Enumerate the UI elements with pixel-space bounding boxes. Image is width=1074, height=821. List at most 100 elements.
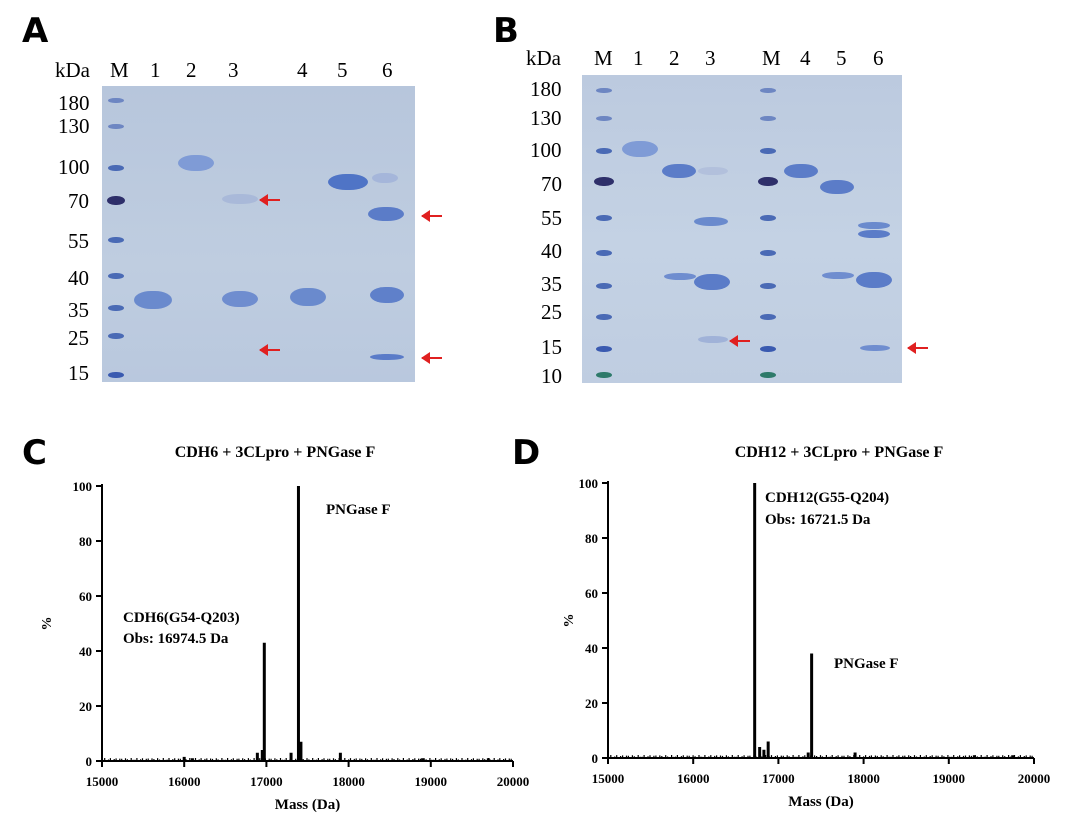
gel-b-ladder-label: 100 <box>530 138 562 162</box>
y-tick-label: 0 <box>592 751 599 766</box>
marker-band <box>596 314 612 320</box>
protein-band <box>784 164 818 178</box>
panel-letter-d: D <box>512 433 541 473</box>
protein-band <box>662 164 696 178</box>
gel-a-ladder-label: 35 <box>68 298 89 322</box>
x-axis-label: Mass (Da) <box>788 794 853 810</box>
gel-a-lane-label: 3 <box>228 58 239 82</box>
peak-annotation: CDH6(G54-Q203) <box>123 610 240 626</box>
protein-band <box>622 141 658 157</box>
marker-band <box>596 215 612 221</box>
y-tick-label: 60 <box>79 589 92 604</box>
protein-band <box>694 217 728 226</box>
gel-b-lane-label: 6 <box>873 46 884 70</box>
marker-band <box>760 283 776 289</box>
gel-a-ladder-label: 130 <box>58 114 90 138</box>
gel-a-lane-label: 1 <box>150 58 161 82</box>
red-arrow-icon <box>729 335 750 347</box>
x-tick-label: 17000 <box>250 774 283 789</box>
protein-band <box>858 222 890 229</box>
marker-band <box>596 250 612 256</box>
protein-band <box>370 287 404 303</box>
marker-band <box>760 314 776 320</box>
protein-band <box>368 207 404 221</box>
x-tick-label: 16000 <box>677 771 710 786</box>
protein-band <box>698 336 728 343</box>
gel-a-lane-label: 2 <box>186 58 197 82</box>
peak-annotation: CDH12(G55-Q204) <box>765 490 889 506</box>
baseline-noise <box>608 755 1033 758</box>
gel-a-ladder-label: 15 <box>68 361 89 385</box>
marker-band <box>108 165 124 171</box>
gel-a-ladder-label: 70 <box>68 189 89 213</box>
marker-band <box>760 372 776 378</box>
gel-b-ladder-label: 130 <box>530 106 562 130</box>
gel-a-ladder-label: 180 <box>58 91 90 115</box>
x-tick-label: 15000 <box>592 771 625 786</box>
gel-a-lane-label: 4 <box>297 58 308 82</box>
chart-title: CDH12 + 3CLpro + PNGase F <box>735 444 944 461</box>
gel-b-lane-label: 5 <box>836 46 847 70</box>
panel-letter-c: C <box>22 433 47 473</box>
gel-b-ladder-label: 15 <box>541 335 562 359</box>
protein-band <box>222 194 258 204</box>
y-tick-label: 0 <box>86 754 93 769</box>
marker-band <box>108 305 124 311</box>
y-tick-label: 80 <box>79 534 92 549</box>
protein-band <box>134 291 172 309</box>
peak-annotation: Obs: 16974.5 Da <box>123 631 229 647</box>
protein-band <box>860 345 890 351</box>
gel-b-ladder-label: 25 <box>541 300 562 324</box>
protein-band <box>858 230 890 238</box>
gel-b-ladder-label: 180 <box>530 77 562 101</box>
gel-b-lane-label: M <box>594 46 613 70</box>
marker-band <box>108 273 124 279</box>
gel-a-lane-label: M <box>110 58 129 82</box>
red-arrow-icon <box>259 344 280 356</box>
gel-a-ladder-label: 100 <box>58 155 90 179</box>
gel-b-ladder-label: 40 <box>541 239 562 263</box>
y-tick-label: 80 <box>585 531 598 546</box>
marker-band <box>596 88 612 93</box>
x-tick-label: 18000 <box>847 771 880 786</box>
gel-b-ladder-label: 10 <box>541 364 562 388</box>
gel-b-ladder-label: 55 <box>541 206 562 230</box>
peak-annotation: Obs: 16721.5 Da <box>765 512 871 528</box>
gel-b-lane-label: 3 <box>705 46 716 70</box>
x-tick-label: 19000 <box>415 774 448 789</box>
protein-band <box>222 291 258 307</box>
protein-band <box>372 173 398 183</box>
gel-a-ladder-label: 40 <box>68 266 89 290</box>
protein-band <box>820 180 854 194</box>
y-tick-label: 100 <box>73 479 93 494</box>
gel-b-ladder-label: 35 <box>541 272 562 296</box>
gel-image-a <box>102 86 415 382</box>
marker-band <box>596 283 612 289</box>
marker-band <box>596 372 612 378</box>
gel-b-ladder-label: 70 <box>541 172 562 196</box>
y-axis-label: % <box>40 617 55 631</box>
x-tick-label: 17000 <box>762 771 795 786</box>
marker-band <box>107 196 125 205</box>
marker-band <box>760 148 776 154</box>
panel-letter-b: B <box>493 11 519 51</box>
gel-a-lane-label: 6 <box>382 58 393 82</box>
marker-band <box>758 177 778 186</box>
marker-band <box>108 333 124 339</box>
x-tick-label: 15000 <box>86 774 119 789</box>
marker-band <box>760 88 776 93</box>
red-arrow-icon <box>421 352 442 364</box>
x-tick-label: 19000 <box>933 771 966 786</box>
marker-band <box>596 148 612 154</box>
peak-annotation: PNGase F <box>834 656 899 672</box>
protein-band <box>328 174 368 190</box>
marker-band <box>108 237 124 243</box>
y-tick-label: 100 <box>579 476 599 491</box>
marker-band <box>760 250 776 256</box>
marker-band <box>108 372 124 378</box>
protein-band <box>290 288 326 306</box>
gel-b-lane-label: 1 <box>633 46 644 70</box>
chart-title: CDH6 + 3CLpro + PNGase F <box>175 444 376 461</box>
y-tick-label: 40 <box>79 644 92 659</box>
protein-band <box>856 272 892 288</box>
